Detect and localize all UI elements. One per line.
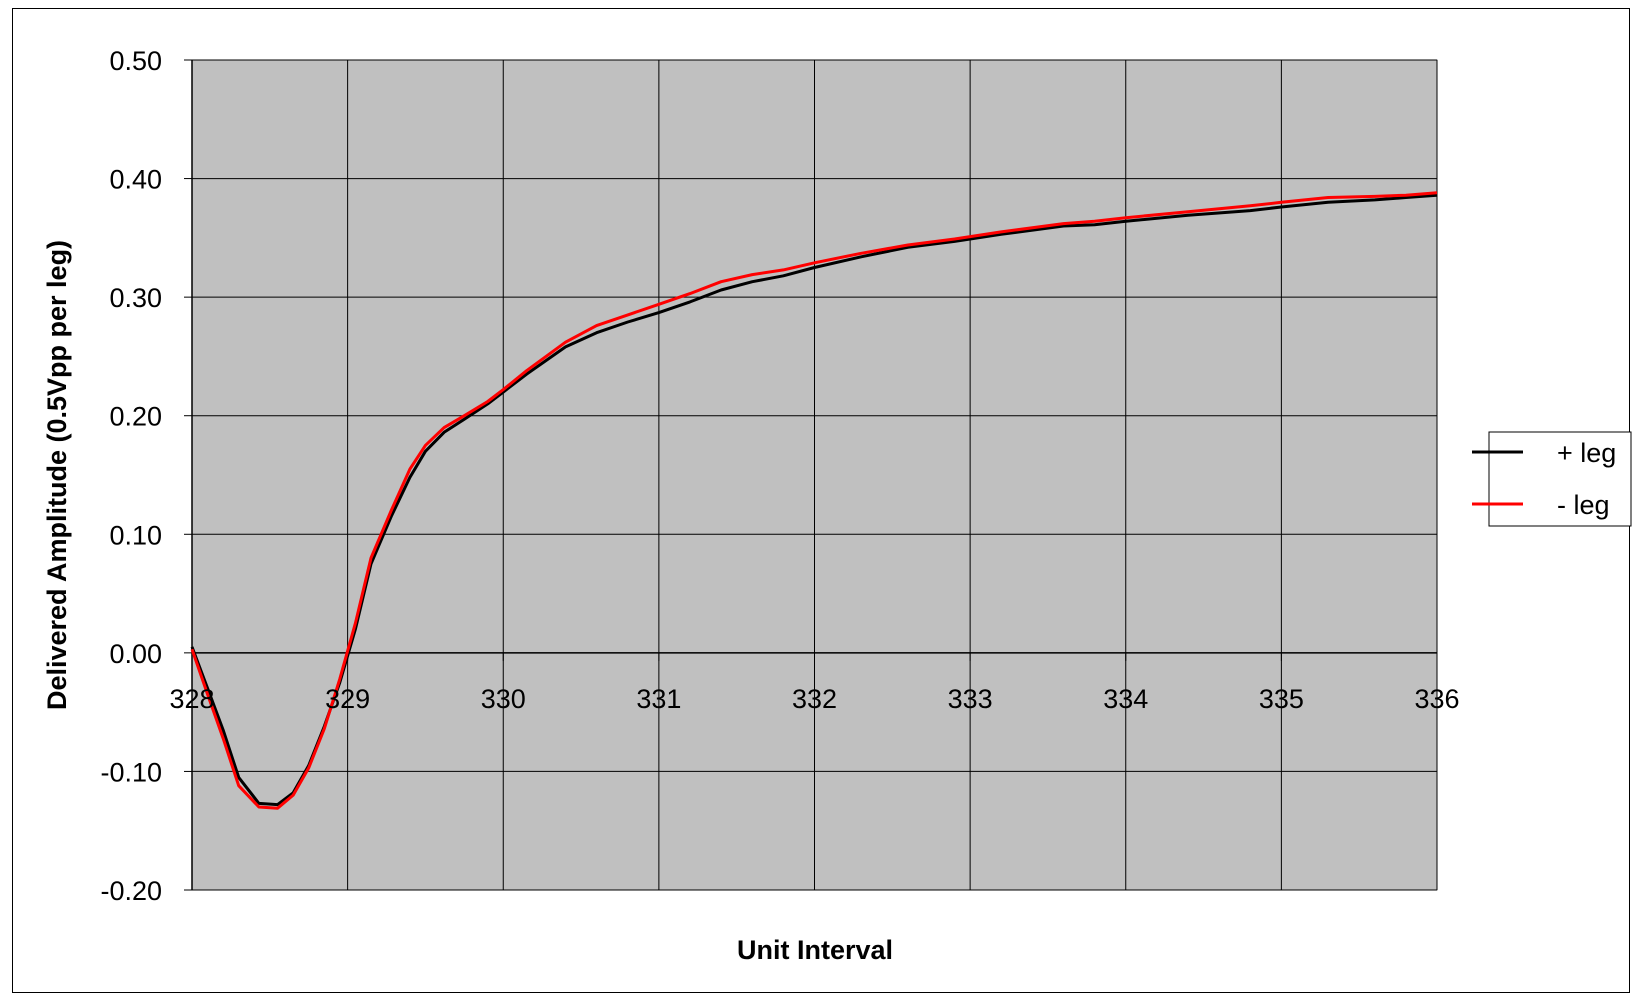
- x-tick-label: 329: [325, 684, 370, 714]
- y-tick-label: -0.10: [100, 757, 162, 787]
- x-tick-label: 331: [636, 684, 681, 714]
- x-tick-label: 336: [1414, 684, 1459, 714]
- series-line-minus-leg: [190, 191, 1438, 810]
- series-lines: [190, 191, 1438, 810]
- legend-box: [1488, 431, 1632, 527]
- y-axis-title: Delivered Amplitude (0.5Vpp per leg): [42, 240, 72, 710]
- x-tick-label: 330: [481, 684, 526, 714]
- legend: + leg - leg: [1472, 431, 1632, 527]
- y-tick-label: -0.20: [100, 876, 162, 906]
- y-tick-label: 0.10: [109, 520, 162, 550]
- x-tick-label: 335: [1259, 684, 1304, 714]
- y-tick-label: 0.20: [109, 402, 162, 432]
- y-tick-label: 0.30: [109, 283, 162, 313]
- axes: [184, 59, 1438, 891]
- x-tick-label: 332: [792, 684, 837, 714]
- y-tick-label: 0.00: [109, 639, 162, 669]
- y-tick-label: 0.40: [109, 165, 162, 195]
- x-axis-title: Unit Interval: [737, 935, 893, 965]
- x-tick-label: 333: [948, 684, 993, 714]
- legend-label-plus-leg: + leg: [1557, 438, 1616, 468]
- legend-label-minus-leg: - leg: [1557, 490, 1610, 520]
- y-tick-label: 0.50: [109, 46, 162, 76]
- tick-labels: 0.50 0.40 0.30 0.20 0.10 0.00 -0.10 -0.20 328 329…: [100, 46, 1459, 906]
- x-tick-label: 334: [1103, 684, 1148, 714]
- x-tick-label: 328: [169, 684, 214, 714]
